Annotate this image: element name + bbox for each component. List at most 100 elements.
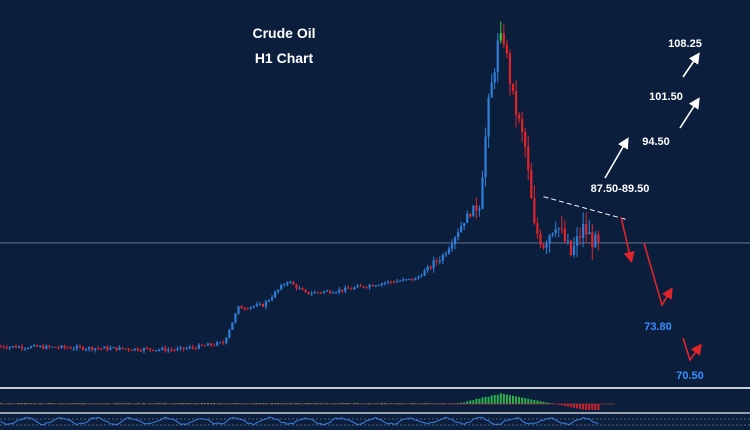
candle-body [87, 347, 91, 350]
macd-bar [484, 396, 487, 404]
candle-body [8, 346, 11, 349]
macd-bar [518, 397, 521, 404]
candle-body [109, 347, 112, 350]
candle-body [338, 289, 341, 293]
macd-bar [396, 403, 399, 404]
candle-body [341, 289, 344, 292]
macd-bar [149, 403, 152, 404]
candle-body [597, 234, 600, 242]
candle-body [124, 348, 127, 350]
candle-body [457, 232, 460, 238]
candle-body [560, 228, 563, 230]
candle-body [386, 281, 390, 283]
candle-body [148, 348, 152, 350]
candle-body [5, 347, 8, 349]
candle-body [121, 347, 124, 349]
candle-body [213, 345, 216, 347]
macd-bar [347, 402, 350, 404]
macd-bar [542, 401, 545, 404]
candle-body [179, 347, 182, 349]
candle-body [20, 346, 24, 349]
macd-bar [319, 403, 322, 404]
candle-body [579, 236, 582, 238]
macd-bar [188, 403, 191, 404]
macd-bar [8, 402, 11, 404]
candle-body [475, 205, 478, 211]
candle-body [490, 82, 493, 98]
candle-body [270, 297, 274, 300]
resistance-zone-label: 87.50-89.50 [591, 183, 650, 195]
macd-bar [512, 395, 514, 404]
candle-body [310, 293, 313, 295]
candle-body [283, 284, 286, 286]
candle-body [103, 346, 106, 349]
macd-bar [414, 403, 417, 404]
macd-bar [219, 402, 222, 404]
candle-body [493, 72, 496, 83]
candle-body [417, 276, 420, 279]
candle-body [563, 228, 566, 242]
macd-bar [563, 404, 566, 406]
macd-bar [380, 402, 383, 404]
macd-bar [560, 404, 563, 406]
macd-bar [127, 402, 130, 404]
candle-body [45, 345, 48, 349]
macd-bar [536, 400, 539, 404]
macd-bar [335, 403, 338, 404]
candle-body [237, 306, 240, 314]
candle-body [161, 347, 164, 350]
macd-bar [307, 402, 310, 404]
macd-bar [81, 402, 84, 404]
macd-bar [17, 402, 20, 404]
candle-body [258, 303, 261, 305]
candle-body [194, 347, 197, 349]
candle-body [527, 146, 530, 171]
macd-bar [0, 402, 2, 404]
projection-up-arrow [679, 97, 700, 129]
macd-bar [557, 404, 560, 405]
candle-body [536, 223, 539, 234]
macd-bar [255, 403, 258, 404]
macd-bar [39, 403, 42, 404]
candle-body [447, 248, 451, 254]
candle-body [42, 346, 45, 349]
macd-bar [213, 402, 216, 404]
candle-body [264, 301, 268, 307]
candle-body [106, 346, 109, 350]
candle-body [298, 288, 301, 290]
candle-body [100, 348, 103, 350]
candle-body [84, 349, 88, 351]
candle-body [557, 228, 560, 230]
candle-body [402, 279, 405, 281]
candle-body [359, 285, 362, 287]
macd-bar [505, 394, 508, 404]
trendline-layer [543, 196, 626, 220]
candle-body [371, 285, 374, 287]
candle-body [216, 342, 219, 346]
candle-body [396, 281, 399, 283]
macd-bar [100, 403, 103, 404]
projection-down-arrow [643, 242, 673, 307]
candle-body [511, 83, 515, 91]
candle-body [69, 347, 72, 349]
candle-body [249, 307, 252, 309]
candle-body [460, 226, 463, 233]
macd-bar [597, 404, 600, 410]
macd-bar [33, 403, 36, 404]
candle-body [155, 350, 158, 352]
candle-body [54, 346, 57, 348]
candle-body [57, 347, 60, 349]
candle-body [356, 285, 359, 288]
candle-body [167, 349, 170, 351]
oscillator-line [0, 416, 599, 426]
candle-body [588, 232, 591, 235]
candle-body [228, 329, 231, 338]
candle-body [569, 240, 573, 256]
candle-body [231, 322, 234, 330]
candle-body [295, 284, 298, 289]
candle-body [200, 344, 203, 346]
candle-body [514, 90, 518, 115]
candle-body [408, 278, 411, 280]
